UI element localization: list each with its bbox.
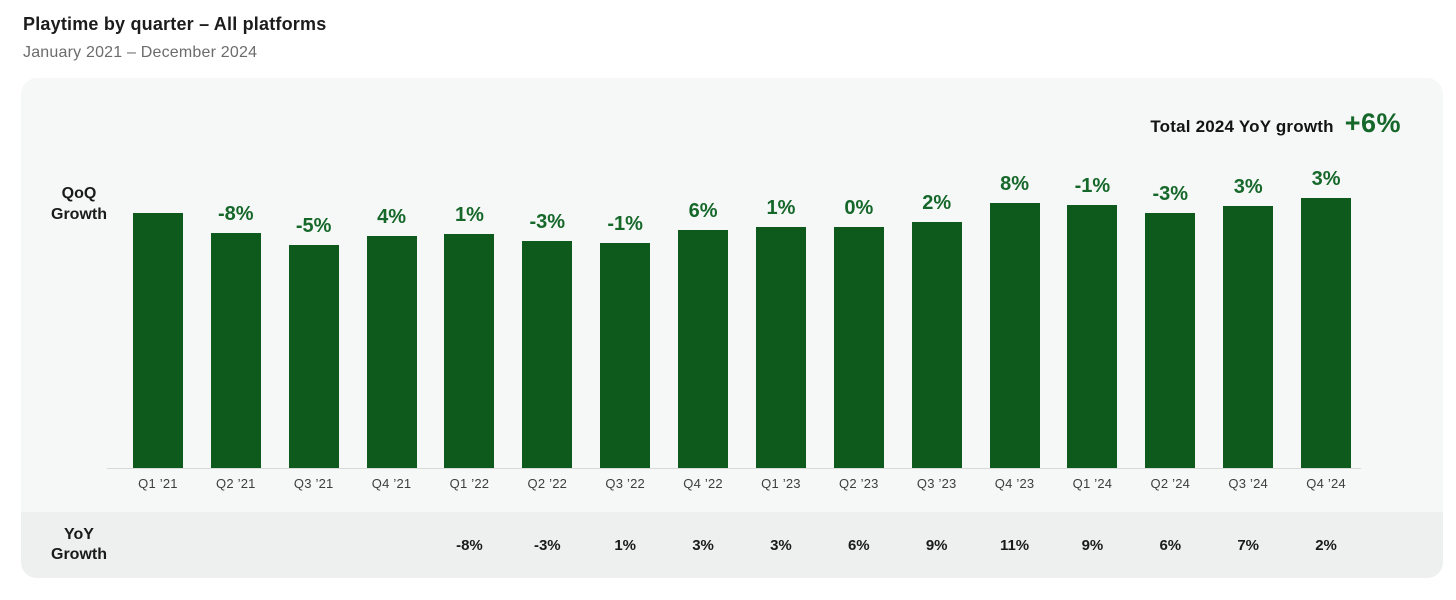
qoq-growth-label: -1% xyxy=(607,213,643,235)
qoq-growth-label: -5% xyxy=(295,215,332,237)
x-axis-label: Q2 ’23 xyxy=(839,476,879,491)
bar xyxy=(600,243,651,468)
qoq-growth-axis-label-line1: QoQ xyxy=(61,185,97,202)
x-axis-label: Q3 ’24 xyxy=(1228,476,1268,491)
chart-column: 0% xyxy=(820,164,898,468)
x-axis-label: Q4 ’21 xyxy=(371,476,412,491)
bar xyxy=(678,230,729,468)
yoy-growth-value: 6% xyxy=(1159,536,1182,554)
x-axis-label: Q4 ’23 xyxy=(994,476,1035,491)
chart-column: -1% xyxy=(1054,164,1132,468)
qoq-growth-label: 4% xyxy=(377,206,407,228)
yoy-growth-axis-label: YoY Growth xyxy=(31,525,127,565)
bar xyxy=(989,203,1040,468)
bar xyxy=(522,241,573,468)
bar xyxy=(1145,213,1196,468)
x-axis-label: Q3 ’22 xyxy=(605,476,645,491)
yoy-growth-axis-label-line1: YoY xyxy=(64,526,94,543)
qoq-growth-axis-label-line2: Growth xyxy=(51,205,107,223)
qoq-growth-label: -1% xyxy=(1074,175,1111,197)
bar xyxy=(911,222,962,468)
page-title: Playtime by quarter – All platforms xyxy=(23,14,327,34)
chart-column: 8% xyxy=(976,164,1054,468)
yoy-growth-value: 3% xyxy=(692,536,714,554)
bar xyxy=(366,236,417,468)
qoq-growth-label: -3% xyxy=(529,211,566,233)
page-header: Playtime by quarter – All platforms Janu… xyxy=(23,14,326,62)
chart-column: 1% xyxy=(742,164,820,468)
chart-column: 4% xyxy=(353,164,431,468)
summary-label: Total 2024 YoY growth xyxy=(1150,117,1334,136)
x-axis-label: Q3 ’21 xyxy=(293,476,334,491)
page-subtitle: January 2021 – December 2024 xyxy=(23,44,258,61)
bar xyxy=(288,245,339,468)
yoy-growth-value: 6% xyxy=(847,536,870,554)
chart-column xyxy=(119,164,197,468)
x-axis-line xyxy=(107,468,1361,469)
chart-column: 1% xyxy=(431,164,509,468)
yoy-growth-value: 9% xyxy=(1081,536,1104,554)
chart-columns: -8% -5% 4% 1% -3% -1% 6% 1% 0% 2% 8% -1% -3% 3% 3% xyxy=(119,164,1365,468)
yoy-growth-value: 7% xyxy=(1237,536,1260,554)
chart-card: Total 2024 YoY growth +6% QoQ Growth -8%… xyxy=(21,78,1443,578)
chart-column: -3% xyxy=(508,164,586,468)
x-axis-label: Q4 ’24 xyxy=(1306,476,1346,491)
qoq-growth-label: 3% xyxy=(1233,176,1263,198)
summary-value: +6% xyxy=(1344,108,1401,138)
qoq-growth-label: 1% xyxy=(766,197,796,219)
yoy-growth-axis-label-line2: Growth xyxy=(51,546,107,563)
x-axis-label: Q4 ’22 xyxy=(683,476,723,491)
bar xyxy=(444,234,495,468)
bar xyxy=(755,227,806,468)
chart-column: -5% xyxy=(275,164,353,468)
x-axis-label: Q1 ’24 xyxy=(1072,476,1113,491)
qoq-growth-axis-label: QoQ Growth xyxy=(31,184,127,226)
qoq-growth-label: 3% xyxy=(1311,168,1341,190)
x-axis-label: Q2 ’21 xyxy=(216,476,256,491)
yoy-growth-value: 2% xyxy=(1315,536,1337,554)
bar xyxy=(210,233,261,468)
qoq-growth-label: 0% xyxy=(844,197,874,219)
bar xyxy=(132,213,183,468)
yoy-growth-band: YoY Growth -8% -3% 1% 3% 3% 6% 9% 11% 9% 6% 7% 2% xyxy=(21,512,1443,578)
bar xyxy=(833,227,884,468)
bar xyxy=(1067,205,1118,468)
yoy-growth-value: 1% xyxy=(614,536,637,554)
qoq-growth-label: 8% xyxy=(1000,173,1030,195)
yoy-growth-value: 3% xyxy=(770,536,792,554)
x-axis-labels: Q1 ’21 Q2 ’21 Q3 ’21 Q4 ’21 Q1 ’22 Q2 ’22 Q3 ’… xyxy=(119,476,1365,491)
total-yoy-growth-summary: Total 2024 YoY growth +6% xyxy=(1150,108,1401,139)
x-axis-label: Q1 ’21 xyxy=(138,476,178,491)
qoq-growth-label: -3% xyxy=(1152,183,1189,205)
yoy-growth-value: 11% xyxy=(999,536,1030,554)
bar xyxy=(1223,206,1274,468)
x-axis-label: Q1 ’22 xyxy=(449,476,490,491)
qoq-growth-label: 2% xyxy=(922,192,952,214)
chart-column: -8% xyxy=(197,164,275,468)
chart-column: 3% xyxy=(1287,164,1365,468)
yoy-growth-value: -3% xyxy=(533,536,561,554)
qoq-growth-label: 1% xyxy=(454,204,484,226)
yoy-values: -8% -3% 1% 3% 3% 6% 9% 11% 9% 6% 7% 2% xyxy=(119,512,1365,578)
x-axis-label: Q2 ’24 xyxy=(1150,476,1191,491)
chart-column: 6% xyxy=(664,164,742,468)
x-axis-label: Q2 ’22 xyxy=(527,476,568,491)
chart-column: 3% xyxy=(1209,164,1287,468)
bar xyxy=(1301,198,1352,468)
chart-column: -1% xyxy=(586,164,664,468)
qoq-growth-label: 6% xyxy=(688,200,718,222)
x-axis-label: Q1 ’23 xyxy=(761,476,801,491)
yoy-growth-value: 9% xyxy=(925,536,948,554)
chart-column: -3% xyxy=(1131,164,1209,468)
chart-column: 2% xyxy=(898,164,976,468)
qoq-growth-label: -8% xyxy=(218,203,254,225)
x-axis-label: Q3 ’23 xyxy=(916,476,957,491)
yoy-growth-value: -8% xyxy=(456,536,483,554)
